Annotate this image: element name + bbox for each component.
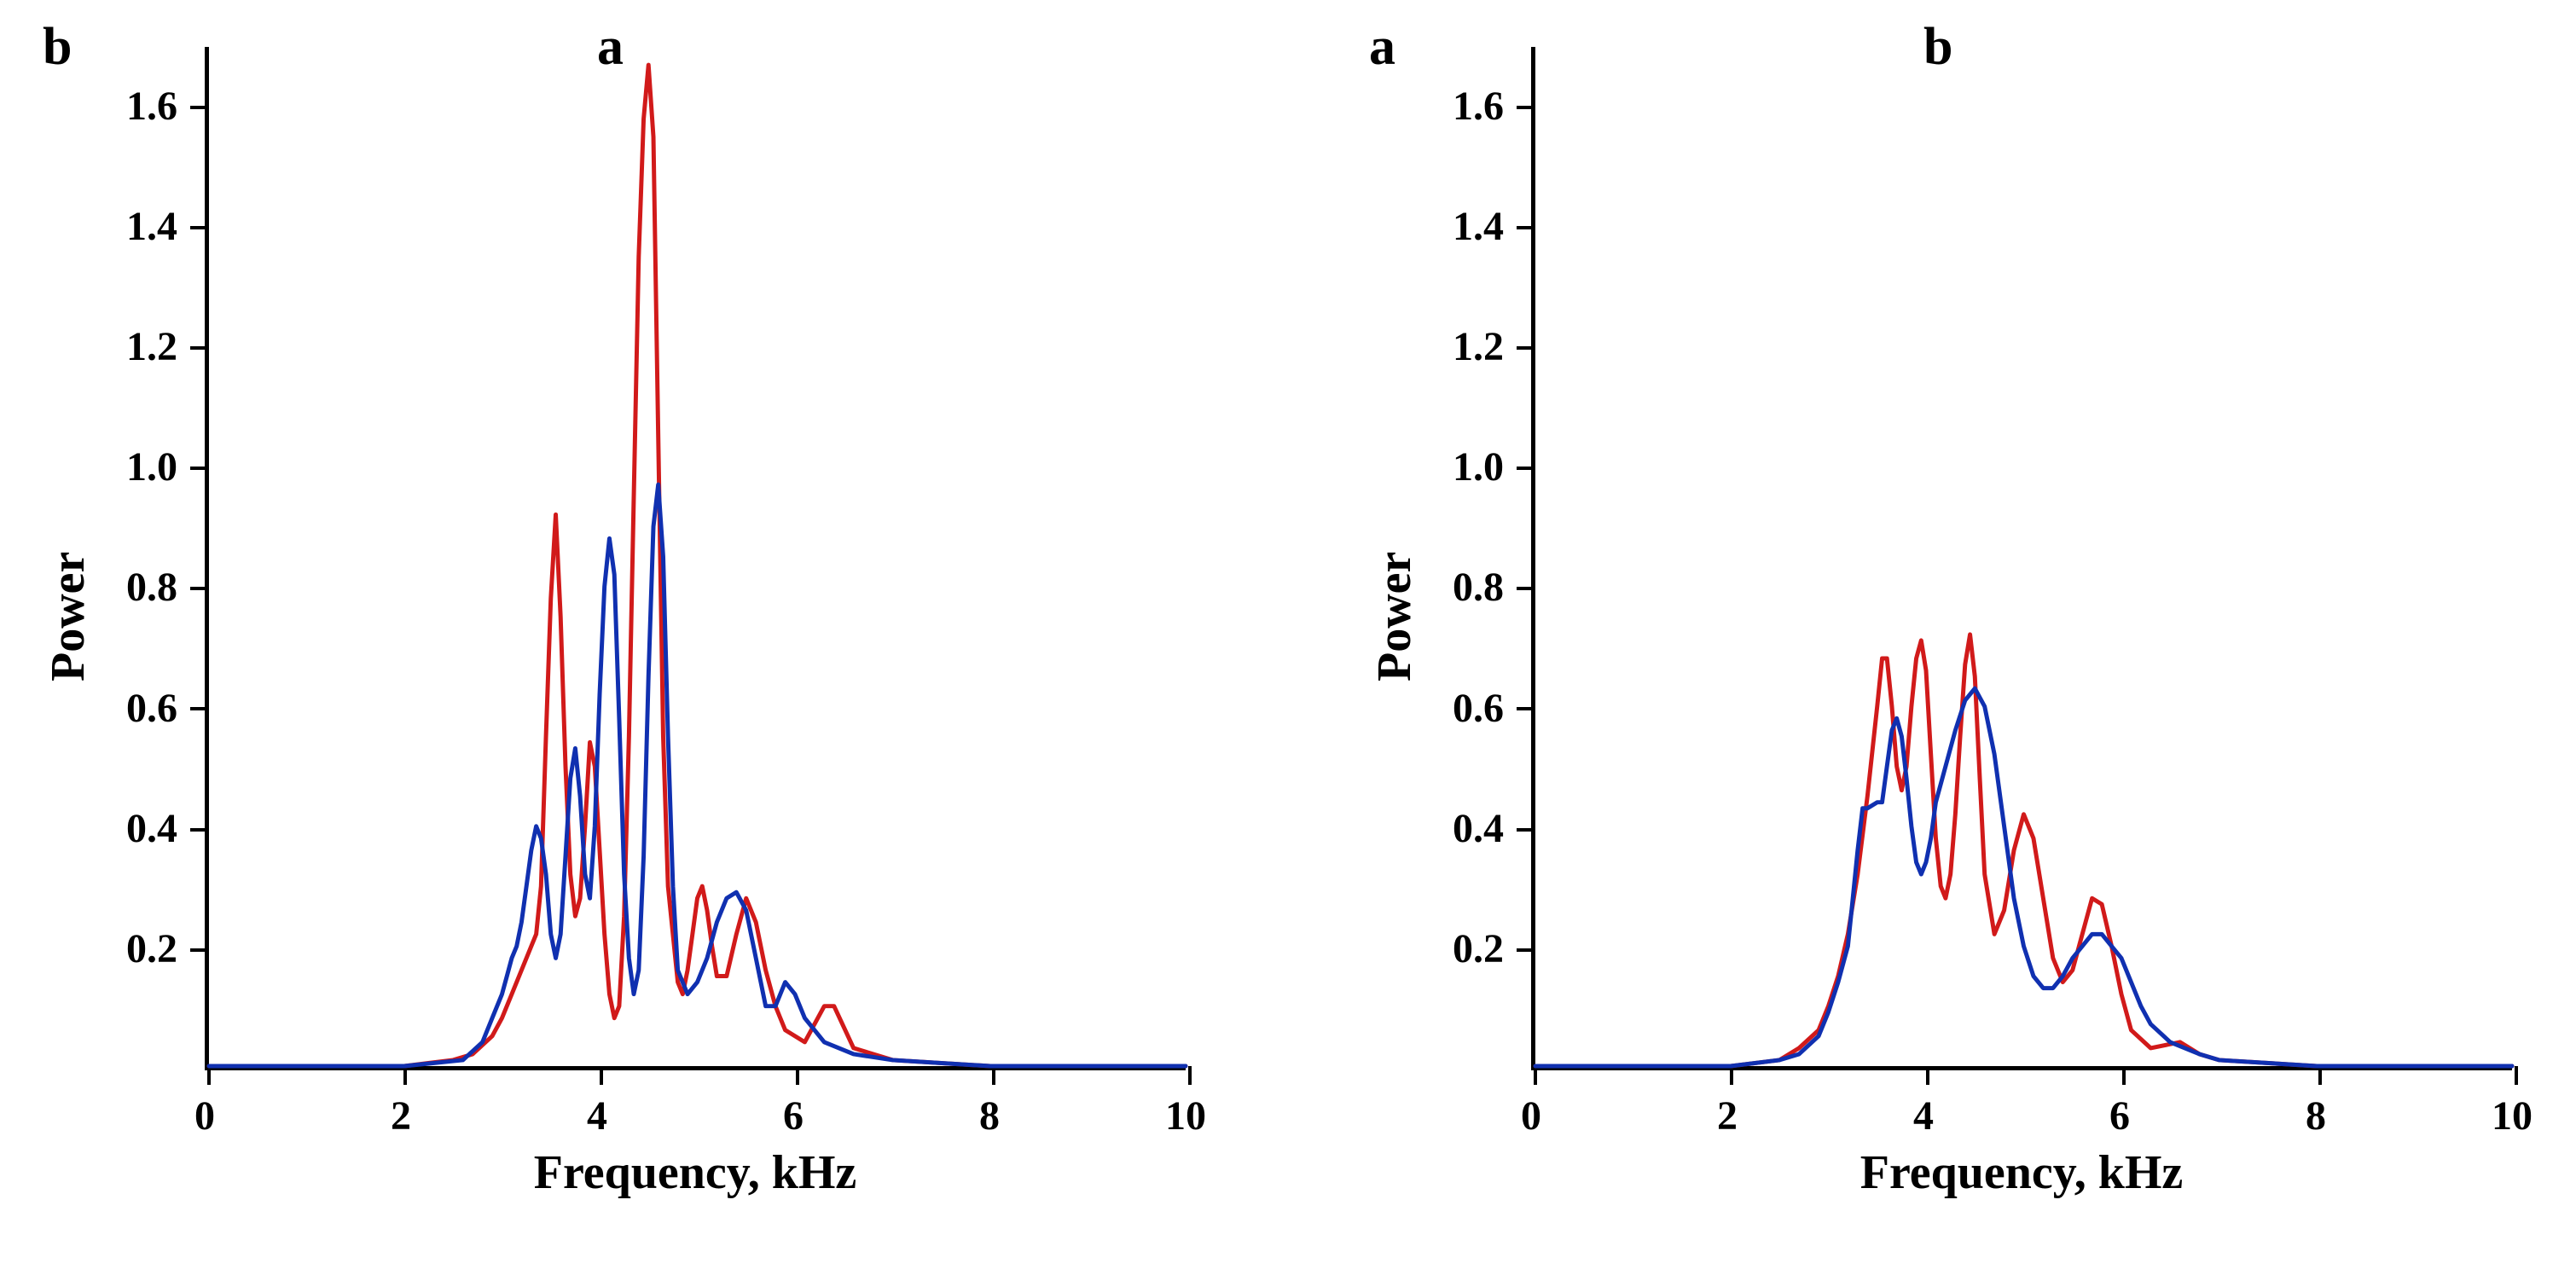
x-tick-label: 0 [162,1093,247,1139]
y-tick [1517,106,1535,109]
x-tick-label: 4 [554,1093,640,1139]
series-layer [1535,47,2512,1066]
x-tick-label: 2 [1685,1093,1770,1139]
x-axis-label: Frequency, kHz [205,1145,1186,1200]
y-tick-label: 1.2 [58,323,177,370]
x-tick-label: 8 [947,1093,1032,1139]
y-tick-label: 1.6 [1384,83,1504,130]
y-tick [190,346,209,350]
x-tick-label: 0 [1488,1093,1574,1139]
y-tick-label: 1.0 [1384,443,1504,490]
x-tick [1188,1066,1192,1085]
y-tick [1517,346,1535,350]
series-red [209,65,1186,1066]
series-red [1535,635,2512,1066]
y-tick-label: 1.4 [1384,203,1504,250]
panel-right: ab02468100.20.40.60.81.01.21.41.6Frequen… [1352,0,2572,1281]
y-tick-label: 0.6 [58,685,177,732]
series-blue [1535,688,2512,1066]
x-tick [2318,1066,2322,1085]
y-axis-label: Power [1367,552,1422,681]
y-tick [190,828,209,832]
x-tick [1730,1066,1733,1085]
y-tick [190,948,209,952]
y-axis-label: Power [41,552,96,681]
y-tick-label: 1.2 [1384,323,1504,370]
x-tick [1926,1066,1929,1085]
y-tick-label: 1.0 [58,443,177,490]
y-tick-label: 0.4 [1384,805,1504,852]
x-axis-label: Frequency, kHz [1531,1145,2512,1200]
y-tick [1517,467,1535,470]
series-layer [209,47,1186,1066]
x-tick [403,1066,407,1085]
x-tick-label: 10 [1143,1093,1228,1139]
series-blue [209,484,1186,1066]
y-tick [190,587,209,590]
panel-label-a: a [1369,17,1395,78]
y-tick [1517,587,1535,590]
y-tick-label: 0.6 [1384,685,1504,732]
y-tick-label: 1.6 [58,83,177,130]
y-tick-label: 0.4 [58,805,177,852]
panel-label-b: b [43,17,72,78]
figure-root: ba02468100.20.40.60.81.01.21.41.6Frequen… [0,0,2576,1281]
x-tick [992,1066,995,1085]
plot-area [205,47,1186,1070]
x-tick [600,1066,603,1085]
x-tick-label: 8 [2273,1093,2358,1139]
y-tick [190,106,209,109]
y-tick [1517,948,1535,952]
y-tick-label: 0.2 [58,925,177,972]
y-tick [190,226,209,229]
x-tick [1534,1066,1537,1085]
y-tick [190,467,209,470]
panel-left: ba02468100.20.40.60.81.01.21.41.6Frequen… [26,0,1245,1281]
x-tick [207,1066,211,1085]
plot-area [1531,47,2512,1070]
y-tick-label: 1.4 [58,203,177,250]
x-tick-label: 6 [751,1093,836,1139]
x-tick-label: 2 [358,1093,444,1139]
y-tick [1517,226,1535,229]
y-tick [1517,707,1535,710]
x-tick-label: 6 [2077,1093,2162,1139]
x-tick [2515,1066,2518,1085]
y-tick [1517,828,1535,832]
x-tick-label: 10 [2469,1093,2555,1139]
x-tick-label: 4 [1881,1093,1966,1139]
x-tick [2122,1066,2126,1085]
y-tick-label: 0.2 [1384,925,1504,972]
x-tick [796,1066,799,1085]
y-tick [190,707,209,710]
